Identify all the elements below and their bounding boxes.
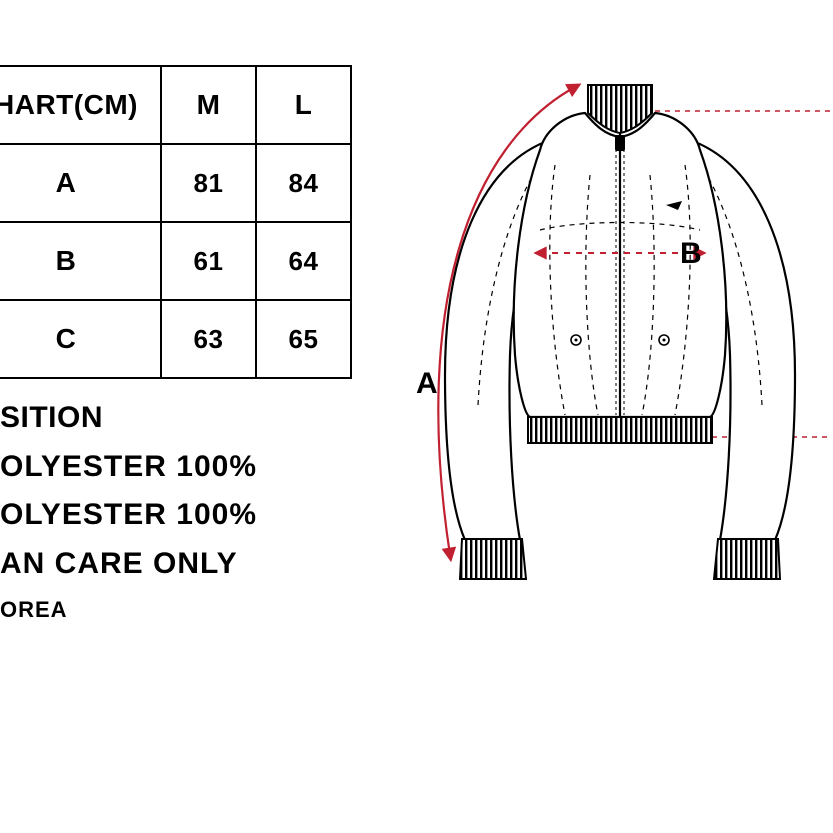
table-header-title: HART(CM): [0, 66, 161, 144]
row-val-l: 64: [256, 222, 351, 300]
garment-svg: [390, 55, 830, 615]
table-row: C 63 65: [0, 300, 351, 378]
size-chart-table: HART(CM) M L A 81 84 B 61 64 C 63 65: [0, 65, 352, 379]
garment-diagram: A B: [390, 55, 830, 615]
row-val-l: 65: [256, 300, 351, 378]
table-header-m: M: [161, 66, 256, 144]
info-line: OLYESTER 100%: [0, 444, 257, 491]
info-line: AN CARE ONLY: [0, 541, 257, 588]
row-val-m: 81: [161, 144, 256, 222]
row-label: B: [0, 222, 161, 300]
composition-care-block: SITION OLYESTER 100% OLYESTER 100% AN CA…: [0, 395, 257, 627]
row-label: A: [0, 144, 161, 222]
row-val-m: 61: [161, 222, 256, 300]
row-val-m: 63: [161, 300, 256, 378]
row-val-l: 84: [256, 144, 351, 222]
info-line: OLYESTER 100%: [0, 492, 257, 539]
info-line: OREA: [0, 593, 257, 627]
info-line: SITION: [0, 395, 257, 442]
table-row: A 81 84: [0, 144, 351, 222]
row-label: C: [0, 300, 161, 378]
table-header-l: L: [256, 66, 351, 144]
dimension-label-a: A: [416, 367, 438, 401]
table-row: B 61 64: [0, 222, 351, 300]
dimension-label-b: B: [680, 237, 702, 271]
